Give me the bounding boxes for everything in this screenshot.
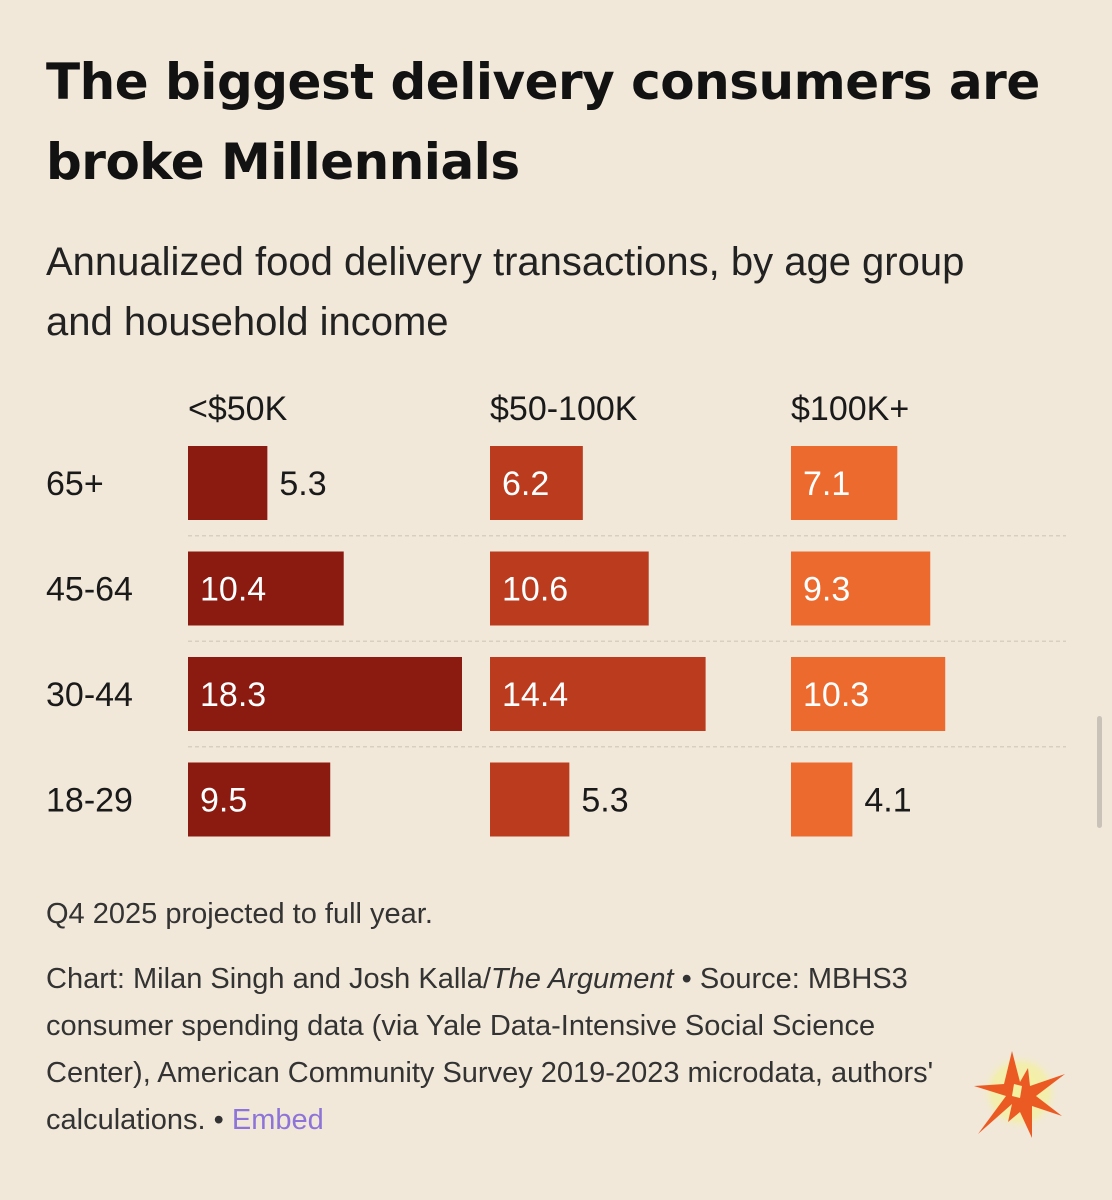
- data-label: 10.4: [200, 571, 266, 609]
- starburst-icon: [974, 1051, 1065, 1138]
- publication-name: The Argument: [490, 963, 674, 995]
- data-label: 10.6: [502, 571, 568, 609]
- data-label: 7.1: [803, 465, 850, 503]
- column-header: $50-100K: [490, 390, 638, 428]
- data-label: 10.3: [803, 676, 869, 714]
- bar: [791, 657, 946, 731]
- data-label: 4.1: [864, 782, 911, 820]
- chart-credits: Chart: Milan Singh and Josh Kalla/The Ar…: [46, 956, 966, 1144]
- source-text: • Source: MBHS3 consumer spending data (…: [46, 963, 934, 1136]
- data-label: 6.2: [502, 465, 549, 503]
- embed-link[interactable]: Embed: [231, 1104, 324, 1136]
- bar: [791, 762, 853, 837]
- row-label: 45-64: [46, 571, 133, 609]
- chart-subtitle: Annualized food delivery transactions, b…: [46, 240, 965, 344]
- bar-chart: <$50K $50-100K $100K+ 65+ 5.3 6.2 7.1 45-64 10.4…: [46, 390, 1066, 837]
- column-header: <$50K: [188, 390, 288, 428]
- bar: [188, 762, 331, 837]
- bar: [490, 551, 649, 626]
- row-label: 65+: [46, 465, 104, 503]
- row-label: 18-29: [46, 782, 133, 820]
- bar: [188, 551, 344, 626]
- bar: [188, 446, 268, 520]
- chart-title: The biggest delivery consumers are broke…: [46, 53, 1040, 191]
- row-label: 30-44: [46, 676, 133, 714]
- data-label: 14.4: [502, 676, 568, 714]
- bar: [490, 446, 583, 520]
- data-label: 18.3: [200, 676, 266, 714]
- bar: [188, 657, 462, 731]
- bar: [791, 446, 898, 520]
- data-label: 5.3: [581, 782, 628, 820]
- bar: [490, 762, 570, 837]
- data-label: 9.5: [200, 782, 247, 820]
- chart-note: Q4 2025 projected to full year.: [46, 898, 433, 930]
- bar: [791, 551, 931, 626]
- data-label: 5.3: [279, 465, 326, 503]
- data-label: 9.3: [803, 571, 850, 609]
- credit-text: Chart: Milan Singh and Josh Kalla/: [46, 963, 491, 995]
- scrollbar-thumb[interactable]: [1097, 716, 1102, 828]
- column-header: $100K+: [791, 390, 909, 428]
- bar: [490, 657, 706, 731]
